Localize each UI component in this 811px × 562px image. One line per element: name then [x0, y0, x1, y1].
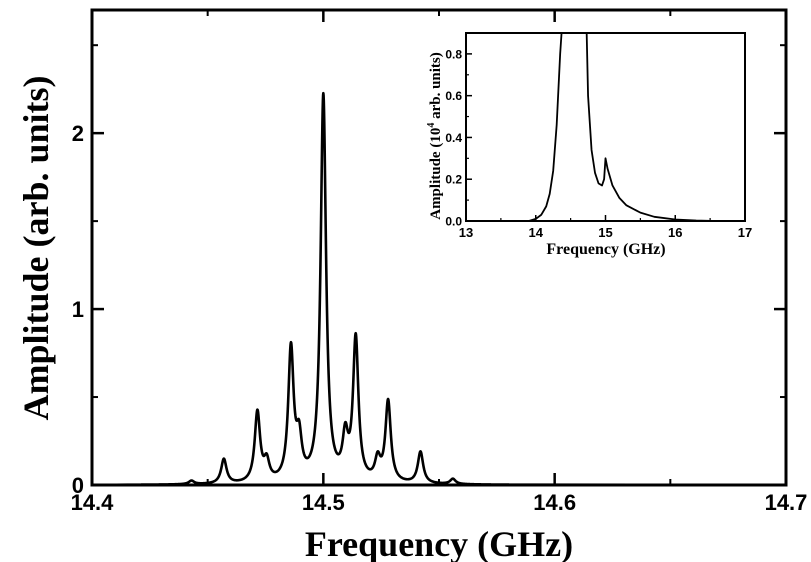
- inset-y-tick-label: 0.0: [445, 215, 462, 229]
- main-x-tick-label: 14.4: [71, 490, 115, 515]
- main-spectrum-line: [91, 91, 787, 487]
- inset-y-tick-label: 0.2: [445, 173, 462, 187]
- inset-y-tick-label: 0.4: [445, 131, 462, 145]
- main-y-axis-title: Amplitude (arb. units): [16, 75, 56, 420]
- inset-y-axis-title: Amplitude (104 arb. units): [426, 52, 444, 220]
- main-y-tick-label: 2: [72, 121, 84, 146]
- inset-plot-frame: [465, 32, 746, 222]
- main-chart: 14.4 14.5 14.6 14.7 0 1 2 Frequency (GHz) Ampl…: [16, 8, 808, 562]
- inset-x-tick-label: 17: [738, 225, 752, 240]
- inset-chart: 13 14 15 16 17 0.0 0.2 0.4 0.6 0.8 Frequency (GHz…: [426, 32, 752, 258]
- inset-x-axis-title: Frequency (GHz): [546, 241, 665, 258]
- inset-y-title-suffix: arb. units): [428, 52, 444, 122]
- inset-spectrum-line: [528, 32, 718, 222]
- main-y-tick-label: 1: [72, 297, 84, 322]
- inset-y-tick-label: 0.6: [445, 89, 462, 103]
- main-x-tick-label: 14.5: [302, 490, 345, 515]
- inset-y-title-exponent: 4: [426, 123, 437, 128]
- inset-y-tick-label: 0.8: [445, 47, 462, 61]
- main-y-tick-label: 0: [72, 473, 84, 498]
- main-x-axis-title: Frequency (GHz): [305, 524, 573, 562]
- main-x-tick-label: 14.7: [765, 490, 808, 515]
- inset-axis-ticks: [465, 32, 746, 222]
- inset-x-tick-label: 16: [668, 225, 682, 240]
- main-x-tick-label: 14.6: [533, 490, 576, 515]
- inset-x-tick-label: 15: [598, 225, 612, 240]
- inset-x-tick-label: 14: [529, 225, 544, 240]
- main-axis-tick-labels: 14.4 14.5 14.6 14.7 0 1 2: [71, 121, 808, 515]
- inset-axis-tick-labels: 13 14 15 16 17 0.0 0.2 0.4 0.6 0.8: [445, 47, 752, 240]
- inset-y-title-prefix: Amplitude (10: [428, 128, 444, 220]
- inset-x-tick-label: 13: [459, 225, 473, 240]
